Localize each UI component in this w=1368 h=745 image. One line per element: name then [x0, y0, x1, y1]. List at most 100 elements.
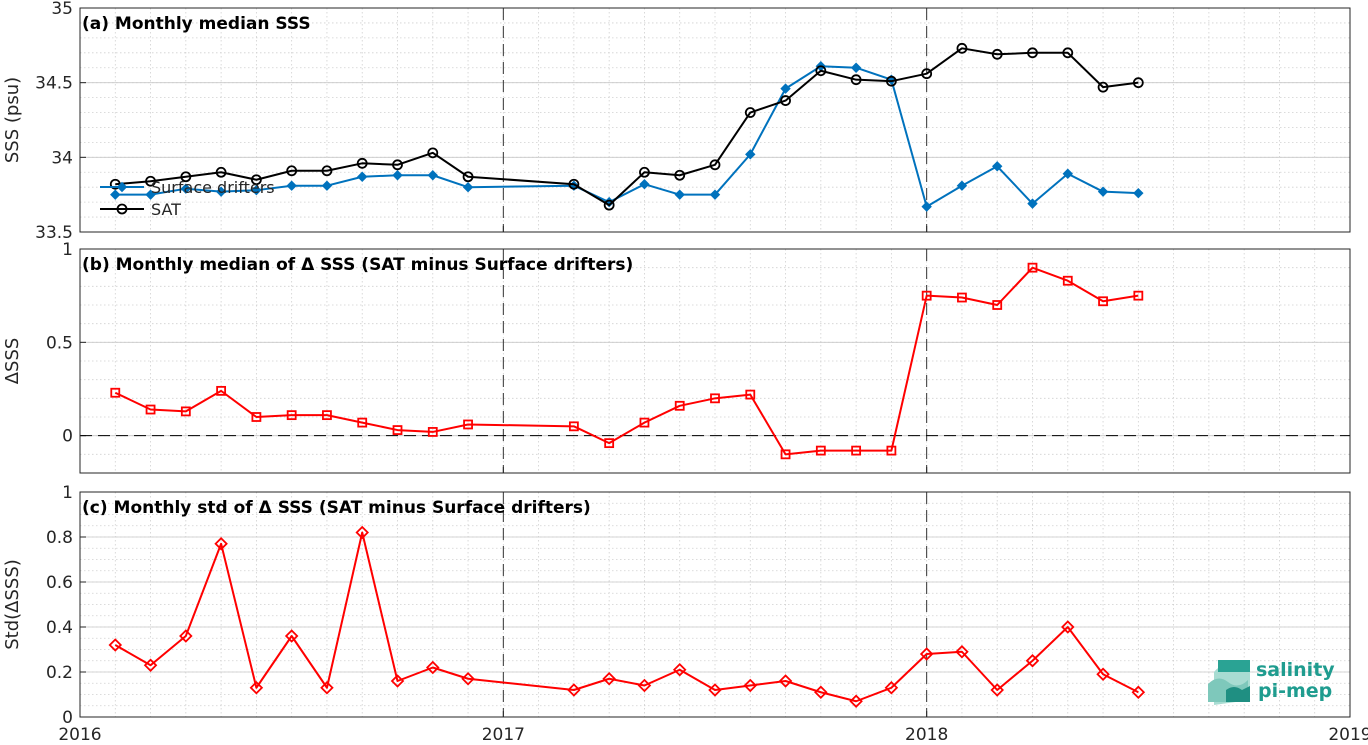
data-point: [356, 157, 368, 169]
panel-title: (c) Monthly std of Δ SSS (SAT minus Surf…: [82, 498, 591, 518]
data-point: [778, 674, 793, 688]
data-point: [1133, 290, 1144, 301]
legend-label: Surface drifters: [151, 178, 275, 197]
data-point: [215, 186, 227, 197]
y-tick-label: 33.5: [35, 223, 73, 243]
data-point: [639, 166, 650, 178]
data-point: [251, 184, 262, 196]
data-point: [886, 445, 897, 456]
y-tick-label: 0.4: [46, 618, 73, 638]
data-point: [322, 410, 332, 421]
data-point: [250, 174, 262, 186]
data-point: [179, 629, 193, 643]
data-point: [108, 638, 123, 652]
data-point: [639, 417, 650, 428]
data-point: [568, 178, 580, 190]
data-point: [461, 671, 475, 686]
data-point: [462, 181, 474, 193]
data-point: [849, 694, 863, 709]
data-point: [214, 536, 228, 551]
y-tick-label: 0: [62, 708, 73, 728]
data-point: [639, 179, 650, 190]
y-tick-label: 0.2: [46, 663, 73, 683]
data-point: [145, 404, 156, 415]
data-point: [357, 417, 368, 428]
series-line: [115, 65, 1139, 208]
data-point: [390, 674, 405, 688]
data-point: [850, 74, 862, 86]
series-delta-sss: [108, 525, 1146, 709]
data-point: [1097, 81, 1109, 93]
data-point: [957, 292, 967, 303]
data-point: [710, 393, 720, 404]
data-point: [604, 438, 615, 449]
data-point: [568, 421, 579, 432]
data-point: [884, 680, 899, 695]
series-delta-sss: [110, 262, 1144, 460]
panel-1: 33.5 34 34.5 35 (a) Monthly median SSS SSS (p…: [2, 0, 1351, 243]
data-point: [990, 683, 1004, 697]
y-tick-label: 0: [62, 427, 73, 447]
data-point: [814, 685, 828, 700]
x-tick-label: 2017: [482, 725, 525, 745]
data-point: [992, 161, 1003, 172]
data-point: [1027, 198, 1038, 209]
data-point: [1027, 47, 1038, 59]
y-tick-label: 34.5: [35, 74, 73, 94]
data-point: [921, 201, 932, 212]
data-point: [249, 680, 264, 695]
data-point: [357, 171, 368, 182]
panel-title: (b) Monthly median of Δ SSS (SAT minus S…: [82, 255, 633, 275]
data-point: [991, 48, 1003, 60]
y-tick-label: 35: [51, 0, 73, 19]
series-surface-drifters: [110, 61, 1144, 212]
data-point: [780, 83, 791, 94]
y-axis-label: ΔSSS: [2, 338, 23, 385]
x-tick-label: 2018: [905, 725, 948, 745]
data-point: [426, 660, 440, 675]
data-point: [992, 300, 1003, 310]
data-point: [180, 183, 192, 194]
logo-wave-icon: [1226, 686, 1250, 702]
data-point: [286, 180, 297, 191]
data-point: [709, 189, 721, 200]
axes-frame: [79, 491, 1351, 718]
data-point: [850, 62, 862, 73]
logo-bar-icon: [1218, 660, 1250, 672]
y-tick-label: 0.6: [46, 573, 73, 593]
y-tick-label: 0.5: [46, 333, 73, 353]
data-point: [956, 42, 968, 54]
y-tick-label: 34: [51, 148, 73, 168]
axes-frame: [79, 7, 1351, 233]
data-point: [919, 647, 934, 661]
data-point: [851, 445, 862, 456]
data-point: [392, 170, 403, 181]
data-point: [355, 525, 369, 540]
data-point: [1062, 47, 1074, 59]
data-point: [110, 189, 121, 200]
data-point: [603, 199, 615, 211]
data-point: [815, 65, 827, 77]
data-point: [921, 290, 932, 301]
series-line: [114, 266, 1139, 456]
data-point: [216, 385, 227, 396]
x-tick-label: 2019: [1328, 725, 1368, 745]
data-point: [672, 662, 687, 677]
data-point: [815, 445, 826, 456]
data-point: [321, 165, 333, 177]
data-point: [286, 165, 298, 177]
legend-swatch-marker: [116, 203, 128, 215]
data-point: [427, 170, 438, 181]
data-point: [180, 171, 192, 183]
legend-label: SAT: [151, 200, 181, 219]
data-point: [462, 171, 474, 183]
series-line: [115, 47, 1139, 207]
data-point: [145, 175, 156, 187]
data-point: [180, 406, 191, 417]
series-line: [114, 531, 1139, 703]
data-point: [1025, 653, 1040, 668]
data-point: [427, 147, 439, 159]
data-point: [1062, 275, 1073, 286]
data-point: [286, 410, 297, 421]
legend-swatch-marker: [116, 181, 128, 193]
